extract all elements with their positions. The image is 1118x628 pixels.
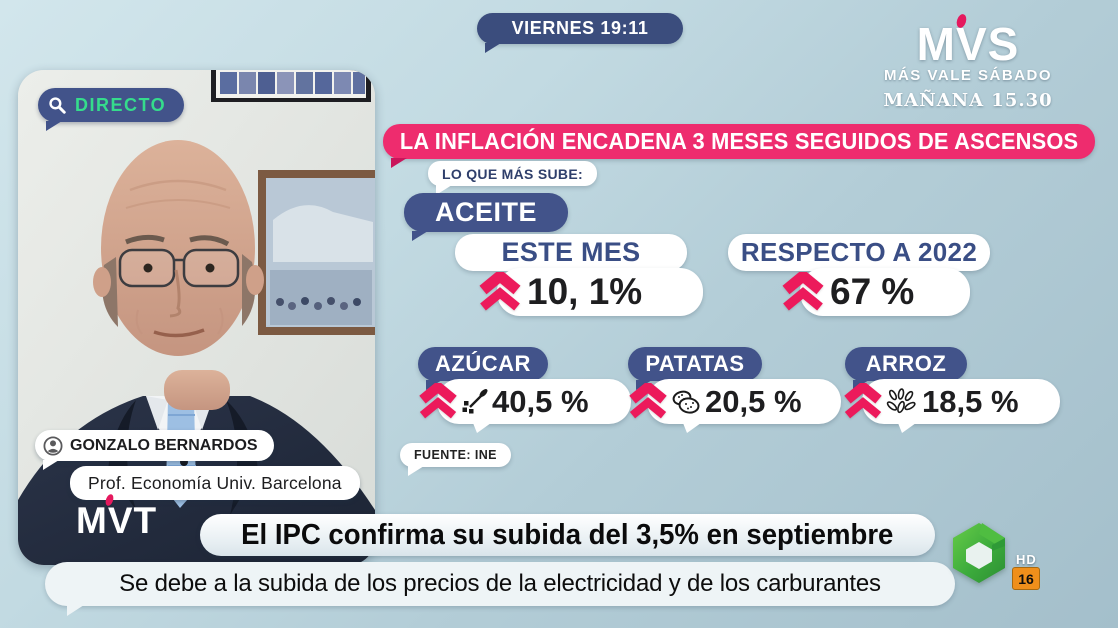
hd-label: HD: [1016, 552, 1037, 567]
product-azucar-text: AZÚCAR: [435, 351, 531, 376]
badge-tail: [485, 43, 501, 53]
live-badge-label: DIRECTO: [75, 94, 167, 115]
stat-value-este-mes-text: 10, 1%: [527, 271, 643, 312]
infographic-subtitle: LO QUE MÁS SUBE:: [428, 161, 597, 195]
photo-frame-top: [211, 70, 371, 102]
product-value-patatas: 20,5 %: [629, 379, 841, 433]
ticker-bar: Se debe a la subida de los precios de la…: [45, 562, 955, 616]
potatoes-icon: [672, 390, 700, 414]
magnifier-icon: [49, 96, 66, 114]
product-aceite-text: ACEITE: [434, 197, 537, 227]
up-chevron-icon: [479, 272, 521, 311]
live-badge: DIRECTO: [38, 88, 185, 131]
source-badge: FUENTE: INE: [400, 443, 511, 476]
stat-value-respecto-2022: 67 %: [782, 268, 970, 316]
infographic-headline: LA INFLACIÓN ENCADENA 3 MESES SEGUIDOS D…: [383, 124, 1095, 168]
age-rating-badge: 16: [1012, 567, 1040, 590]
stat-label-este-mes: ESTE MES: [455, 234, 687, 271]
product-value-azucar: 40,5 %: [419, 379, 631, 433]
bubble-tail: [683, 423, 701, 433]
person-icon: [43, 435, 63, 456]
product-patatas-text: PATATAS: [645, 351, 745, 376]
product-value-arroz: 18,5 %: [844, 379, 1060, 433]
stat-label-respecto-2022-text: RESPECTO A 2022: [740, 237, 978, 267]
value-patatas-text: 20,5 %: [705, 383, 802, 419]
speaker-name-badge: GONZALO BERNARDOS: [35, 430, 274, 470]
ticker-text: Se debe a la subida de los precios de la…: [119, 570, 881, 597]
product-badge-azucar: AZÚCAR: [418, 347, 548, 390]
lower-third-headline-text: El IPC confirma su subida del 3,5% en se…: [241, 518, 894, 551]
stat-label-respecto-2022: RESPECTO A 2022: [728, 234, 990, 271]
photo-frame-right: [258, 170, 375, 335]
sugar-spoon-icon: [462, 389, 488, 414]
product-badge-aceite: ACEITE: [404, 193, 568, 241]
badge-tail: [391, 158, 407, 168]
badge-tail: [412, 231, 428, 241]
value-arroz-text: 18,5 %: [922, 383, 1019, 419]
lower-third-headline: El IPC confirma su subida del 3,5% en se…: [200, 514, 935, 556]
stat-value-respecto-2022-text: 67 %: [830, 271, 915, 312]
product-arroz-text: ARROZ: [865, 351, 947, 376]
datetime-text: VIERNES 19:11: [511, 18, 649, 38]
badge-tail: [46, 121, 62, 131]
up-chevron-icon: [629, 383, 667, 419]
channel-promo: MVS MÁS VALE SÁBADO MAÑANA 15.30: [858, 12, 1078, 111]
channel-bug: HD 16: [948, 520, 1078, 600]
infographic-headline-text: LA INFLACIÓN ENCADENA 3 MESES SEGUIDOS D…: [399, 128, 1079, 154]
ticker-tail: [67, 605, 84, 616]
stat-value-este-mes: 10, 1%: [479, 268, 703, 316]
mvs-logo: MVS: [917, 12, 1020, 67]
datetime-badge: VIERNES 19:11: [477, 13, 683, 53]
infographic-subtitle-text: LO QUE MÁS SUBE:: [442, 165, 583, 182]
lasexta-logo: [953, 523, 1005, 583]
product-badge-patatas: PATATAS: [628, 347, 762, 390]
bubble-tail: [898, 423, 916, 433]
product-badge-arroz: ARROZ: [845, 347, 967, 390]
bubble-tail: [473, 423, 491, 433]
promo-schedule: MAÑANA 15.30: [883, 90, 1053, 111]
badge-tail: [436, 185, 452, 195]
up-chevron-icon: [782, 272, 824, 311]
mvt-logo-text: MVT: [76, 500, 158, 541]
mvs-logo-text: MVS: [916, 18, 1020, 70]
source-text: FUENTE: INE: [414, 448, 497, 462]
up-chevron-icon: [419, 383, 457, 419]
badge-tail: [43, 460, 59, 470]
speaker-title-text: Prof. Economía Univ. Barcelona: [88, 472, 342, 493]
speaker-title-badge: Prof. Economía Univ. Barcelona: [70, 466, 360, 500]
badge-tail: [408, 466, 424, 476]
up-chevron-icon: [844, 383, 882, 419]
speaker-name-text: GONZALO BERNARDOS: [70, 436, 258, 454]
stat-label-este-mes-text: ESTE MES: [501, 237, 641, 267]
rice-icon: [886, 388, 916, 414]
value-azucar-text: 40,5 %: [492, 383, 589, 419]
promo-show-name: MÁS VALE SÁBADO: [883, 67, 1053, 84]
mvt-logo: MVT: [76, 493, 158, 542]
